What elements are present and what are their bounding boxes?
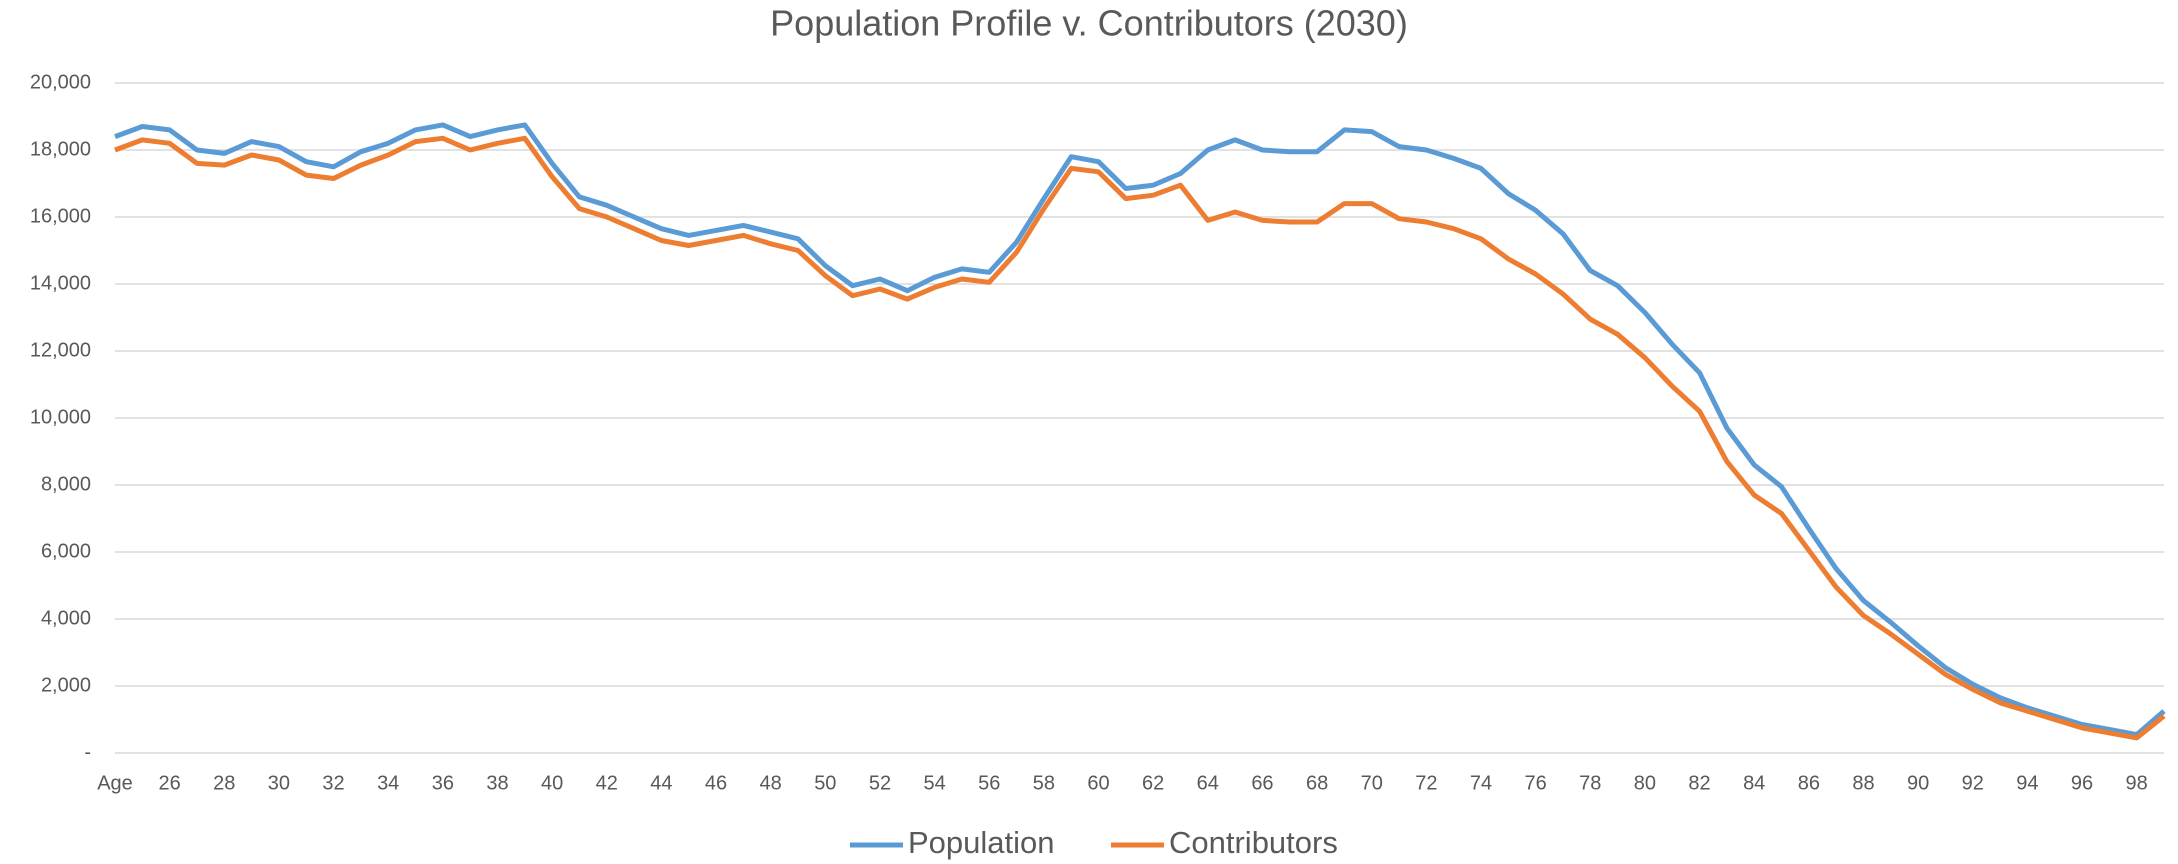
chart-title: Population Profile v. Contributors (2030…	[770, 3, 1408, 44]
x-tick-label: 48	[760, 772, 782, 794]
y-tick-label: 18,000	[30, 138, 91, 160]
y-tick-label: 20,000	[30, 71, 91, 93]
x-tick-label: 40	[541, 772, 563, 794]
series-line	[114, 135, 2166, 741]
x-tick-label: 44	[650, 772, 672, 794]
x-tick-label: 98	[2126, 772, 2148, 794]
x-tick-label: 60	[1087, 772, 1109, 794]
x-tick-label: 62	[1142, 772, 1164, 794]
x-tick-label: 68	[1306, 772, 1328, 794]
y-tick-label: 4,000	[41, 607, 91, 629]
x-tick-label: 70	[1361, 772, 1383, 794]
y-tick-label: -	[84, 741, 91, 763]
x-tick-label: 50	[814, 772, 836, 794]
y-tick-label: 6,000	[41, 540, 91, 562]
legend-label: Contributors	[1169, 825, 1338, 860]
y-tick-label: 8,000	[41, 473, 91, 495]
x-tick-label: 76	[1525, 772, 1547, 794]
x-tick-label: Age	[97, 772, 133, 794]
x-tick-label: 34	[377, 772, 399, 794]
x-tick-label: 42	[596, 772, 618, 794]
x-tick-label: 54	[923, 772, 945, 794]
x-tick-label: 64	[1197, 772, 1219, 794]
x-tick-label: 92	[1962, 772, 1984, 794]
x-tick-label: 58	[1033, 772, 1055, 794]
x-tick-label: 86	[1798, 772, 1820, 794]
x-tick-label: 88	[1852, 772, 1874, 794]
x-tick-label: 30	[268, 772, 290, 794]
x-tick-label: 46	[705, 772, 727, 794]
y-tick-label: 10,000	[30, 406, 91, 428]
x-tick-label: 32	[322, 772, 344, 794]
x-tick-label: 36	[432, 772, 454, 794]
y-tick-label: 2,000	[41, 674, 91, 696]
x-tick-label: 94	[2016, 772, 2038, 794]
x-tick-label: 28	[213, 772, 235, 794]
y-tick-label: 16,000	[30, 205, 91, 227]
x-tick-label: 56	[978, 772, 1000, 794]
legend-label: Population	[908, 825, 1055, 860]
x-tick-label: 84	[1743, 772, 1765, 794]
y-tick-label: 12,000	[30, 339, 91, 361]
x-tick-label: 80	[1634, 772, 1656, 794]
x-tick-label: 38	[486, 772, 508, 794]
x-tick-label: 82	[1688, 772, 1710, 794]
series-line	[114, 122, 2166, 738]
x-tick-label: 52	[869, 772, 891, 794]
x-tick-label: 72	[1415, 772, 1437, 794]
x-tick-label: 66	[1251, 772, 1273, 794]
x-tick-label: 90	[1907, 772, 1929, 794]
x-tick-label: 74	[1470, 772, 1492, 794]
x-tick-label: 96	[2071, 772, 2093, 794]
y-tick-label: 14,000	[30, 272, 91, 294]
x-tick-label: 26	[159, 772, 181, 794]
x-tick-label: 78	[1579, 772, 1601, 794]
